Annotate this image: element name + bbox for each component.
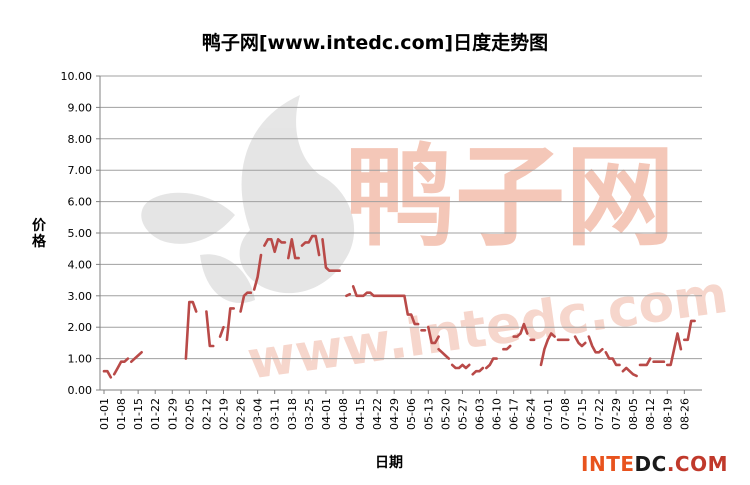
x-tick-label: 01-01 [98, 398, 111, 430]
series-line-segment [604, 350, 621, 367]
x-tick-label: 02-12 [200, 398, 213, 430]
series-line-segment [239, 291, 253, 313]
x-tick-label: 05-06 [405, 398, 418, 430]
series-line-segment [286, 238, 300, 260]
x-tick-label: 07-01 [542, 398, 555, 430]
x-tick-label: 08-26 [678, 398, 691, 430]
y-tick-label: 6.00 [68, 196, 93, 209]
y-tick-label: 8.00 [68, 133, 93, 146]
series-line-segment [130, 350, 143, 364]
chart-title: 鸭子网[www.intedc.com]日度走势图 [201, 32, 549, 54]
series-line-segment [300, 234, 321, 257]
x-tick-label: 08-19 [661, 398, 674, 430]
y-tick-label: 4.00 [68, 258, 93, 271]
x-tick-label: 04-15 [354, 398, 367, 430]
y-tick-label: 0.00 [68, 384, 93, 397]
watermark-duck-icon [141, 95, 355, 303]
x-axis: 01-01 01-08 01-15 01-22 01-29 02-05 02-12 02-19… [98, 390, 691, 430]
series-line-segment [638, 357, 652, 367]
x-tick-label: 06-17 [508, 398, 521, 430]
x-tick-label: 03-18 [286, 398, 299, 430]
y-tick-label: 7.00 [68, 164, 93, 177]
x-tick-label: 07-15 [576, 398, 589, 430]
y-axis-title: 价格 [32, 218, 46, 250]
series-line-segment [539, 332, 556, 367]
brand-logo: INTEDC.COM [581, 452, 728, 476]
x-tick-label: 01-22 [149, 398, 162, 430]
x-tick-label: 05-20 [439, 398, 452, 430]
brand-part-1: INTE [581, 452, 635, 476]
series-line-segment [184, 300, 198, 360]
x-tick-label: 04-22 [371, 398, 384, 430]
series-line-segment [484, 357, 498, 370]
watermark-center-text: 鸭子网 [345, 133, 675, 261]
series-line-segment [502, 344, 512, 351]
series-line-segment [437, 347, 451, 360]
x-tick-label: 06-10 [491, 398, 504, 430]
x-tick-label: 04-29 [388, 398, 401, 430]
x-tick-label: 01-15 [132, 398, 145, 430]
x-tick-label: 05-13 [422, 398, 435, 430]
x-tick-label: 08-12 [644, 398, 657, 430]
series-line-segment [573, 335, 587, 348]
series-line-segment [345, 292, 352, 298]
x-axis-title: 日期 [375, 455, 403, 471]
gridlines [100, 75, 702, 391]
series-line-segment [587, 335, 604, 354]
x-tick-label: 01-29 [166, 398, 179, 430]
y-tick-label: 2.00 [68, 321, 93, 334]
x-tick-label: 08-05 [627, 398, 640, 430]
series-line-segment [102, 369, 113, 379]
x-tick-label: 03-25 [303, 398, 316, 430]
x-tick-label: 01-08 [115, 398, 128, 430]
brand-part-3: .COM [666, 452, 728, 476]
x-tick-label: 03-04 [252, 398, 265, 430]
x-tick-label: 02-05 [183, 398, 196, 430]
series-line-segment [218, 325, 225, 338]
x-tick-label: 07-29 [610, 398, 623, 430]
series-line-segment [426, 325, 440, 345]
series-line-segment [252, 253, 263, 291]
series-line-segment [351, 285, 420, 326]
y-tick-label: 5.00 [68, 227, 93, 240]
brand-part-2: DC [634, 452, 667, 476]
y-tick-label: 9.00 [68, 101, 93, 114]
y-tick-label: 10.00 [61, 70, 93, 83]
series-line-segment [512, 322, 529, 338]
x-tick-label: 06-03 [474, 398, 487, 430]
price-series [102, 234, 696, 379]
y-tick-label: 3.00 [68, 290, 93, 303]
series-line-segment [225, 307, 235, 342]
x-tick-label: 02-19 [217, 398, 230, 430]
x-tick-label: 04-08 [337, 398, 350, 430]
series-line-segment [112, 357, 130, 376]
x-tick-label: 07-08 [559, 398, 572, 430]
x-tick-label: 04-01 [320, 398, 333, 430]
x-tick-label: 02-26 [235, 398, 248, 430]
x-tick-label: 03-11 [269, 398, 282, 430]
series-line-segment [450, 363, 471, 370]
series-line-segment [471, 366, 485, 376]
series-line-segment [621, 366, 638, 378]
y-axis: 0.00 1.00 2.00 3.00 4.00 5.00 6.00 7.00 8.00 9.00… [61, 70, 101, 397]
series-line-segment [682, 319, 696, 342]
series-line-segment [321, 238, 341, 273]
series-line-segment [205, 310, 215, 348]
x-tick-label: 05-27 [456, 398, 469, 430]
y-tick-label: 1.00 [68, 353, 93, 366]
series-line-segment [263, 238, 287, 254]
series-line-segment [665, 332, 683, 367]
x-tick-label: 07-22 [593, 398, 606, 430]
x-tick-label: 06-24 [525, 398, 538, 430]
